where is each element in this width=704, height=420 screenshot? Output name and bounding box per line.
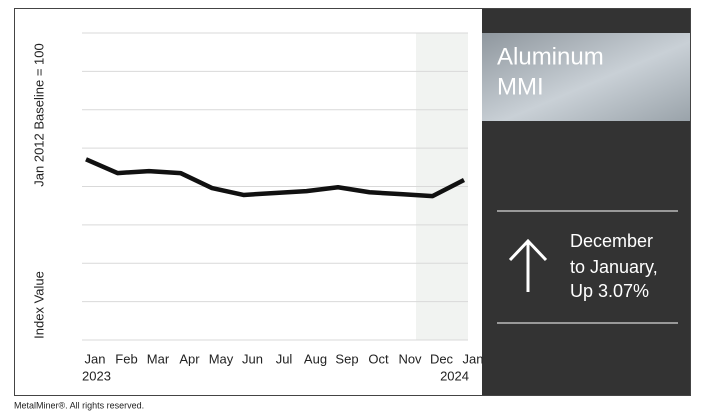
data-line [85,157,466,199]
callout-line: to January, [570,257,658,277]
callout-line: Up 3.07% [570,281,649,301]
callout-line: December [570,231,653,251]
y-axis-label: Jan 2012 Baseline = 100 [31,43,46,186]
x-tick-label: Mar [147,351,170,366]
footer: MetalMiner®. All rights reserved. [14,400,144,410]
x-year-label: 2023 [82,368,111,383]
x-tick-label: Apr [179,351,200,366]
title-banner [482,33,690,121]
x-tick-label: Dec [430,351,454,366]
x-tick-label: Feb [115,351,137,366]
x-tick-label: Sep [335,351,358,366]
x-tick-label: Aug [304,351,327,366]
title-line: Aluminum [497,43,604,70]
x-year-label: 2024 [440,368,469,383]
x-tick-label: Jan [463,351,484,366]
x-tick-label: Jul [276,351,293,366]
title-line: MMI [497,73,544,100]
x-tick-label: Nov [398,351,422,366]
up-arrow [508,238,548,292]
y-axis-label: Index Value [31,271,46,339]
x-tick-label: Jun [242,351,263,366]
x-tick-label: Jan [85,351,106,366]
x-tick-label: Oct [368,351,389,366]
x-tick-label: May [209,351,234,366]
